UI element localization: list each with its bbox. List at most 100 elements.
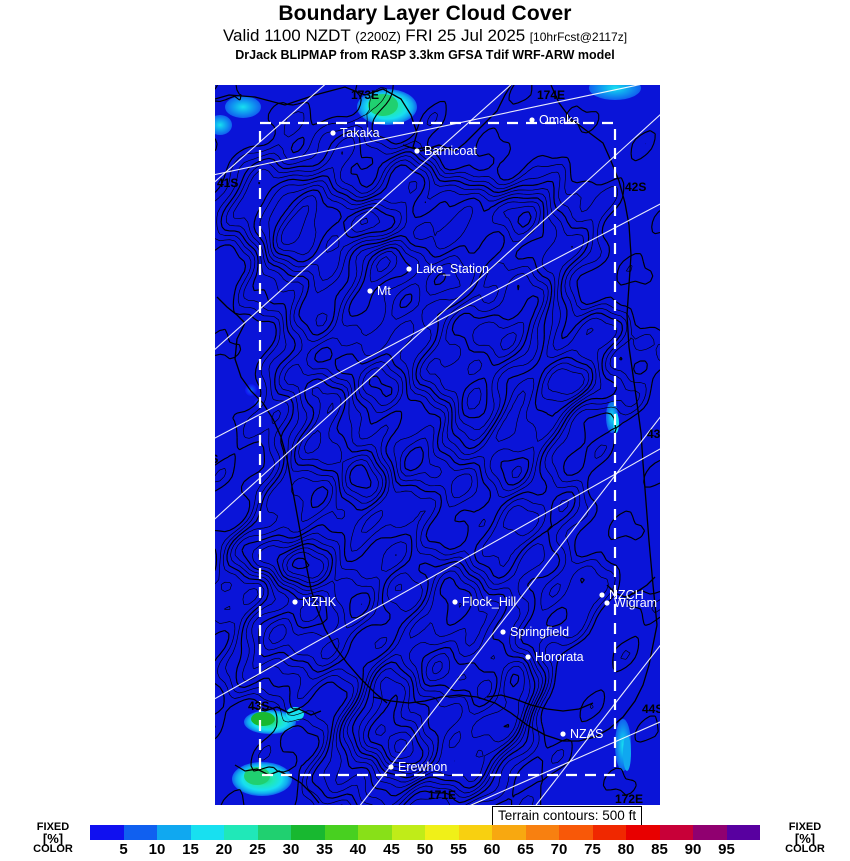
site-dot	[388, 764, 394, 770]
valid-date: FRI 25 Jul 2025	[405, 26, 526, 45]
site-dot	[599, 592, 605, 598]
terrain-contour-line	[215, 86, 660, 805]
cloud-patches	[215, 85, 641, 796]
colorbar-swatch[interactable]	[391, 825, 425, 840]
colorbar-swatch[interactable]	[525, 825, 559, 840]
site-label: Erewhon	[398, 760, 447, 774]
fixed-right-line1: FIXED	[788, 821, 822, 833]
terrain-contour-line	[233, 151, 597, 805]
colorbar-tick-label: 10	[148, 841, 166, 858]
terrain-contour-line	[394, 738, 407, 753]
colorbar-swatch[interactable]	[358, 825, 392, 840]
fixed-left-line2: [%]	[42, 831, 64, 846]
fixed-color-label-left: FIXED [%] COLOR	[20, 822, 86, 855]
colorbar-swatches[interactable]	[90, 825, 760, 840]
site-dot	[529, 117, 535, 123]
forecast-tag: [10hrFcst@2117z]	[529, 30, 628, 44]
fixed-left-line1: FIXED	[36, 821, 70, 833]
graticule-label: 43S	[248, 699, 269, 713]
site-dot	[604, 600, 610, 606]
map-svg: 173E 174E 41S 42S 42S 43S 43S 44S 171E 172E Takak…	[215, 85, 660, 805]
colorbar-swatch[interactable]	[224, 825, 258, 840]
site-label: NZHK	[302, 595, 337, 609]
colorbar-tick-label: 50	[416, 841, 434, 858]
colorbar-tick-label: 55	[450, 841, 467, 858]
title-block: Boundary Layer Cloud Cover Valid 1100 NZ…	[0, 0, 850, 63]
colorbar-row: FIXED [%] COLOR 5 10 15 20 25 30 35 40 45 50 55 60 6…	[0, 822, 850, 860]
colorbar-tick-label: 75	[584, 841, 601, 858]
colorbar-tick-label: 60	[483, 841, 501, 858]
colorbar-swatch[interactable]	[592, 825, 626, 840]
terrain-contour-line	[216, 124, 641, 805]
terrain-contour-line	[220, 130, 623, 805]
colorbar-tick-label: 5	[119, 841, 128, 858]
site-label: Springfield	[510, 625, 569, 639]
colorbar-tick-label: 45	[383, 841, 400, 858]
fixed-right-line3: COLOR	[785, 843, 825, 855]
site-label: Takaka	[340, 126, 380, 140]
site-label: NZAS	[570, 727, 603, 741]
site-label: Mt	[377, 284, 391, 298]
map-canvas[interactable]: 173E 174E 41S 42S 42S 43S 43S 44S 171E 172E Takak…	[215, 85, 660, 805]
colorbar-swatch[interactable]	[659, 825, 693, 840]
site-dot	[414, 148, 420, 154]
graticule-label: 43S	[647, 427, 660, 441]
graticule-label: 172E	[615, 792, 643, 805]
site-label: Flock_Hill	[462, 595, 516, 609]
page-title: Boundary Layer Cloud Cover	[278, 2, 572, 25]
graticule-label: 174E	[537, 88, 565, 102]
colorbar-tick-label: 70	[550, 841, 568, 858]
site-label: Omaka	[539, 113, 579, 127]
colorbar-tick-label: 90	[684, 841, 702, 858]
colorbar-swatch[interactable]	[123, 825, 157, 840]
colorbar-tick-label: 35	[316, 841, 333, 858]
model-line: DrJack BLIPMAP from RASP 3.3km GFSA Tdif…	[235, 48, 615, 62]
colorbar-swatch[interactable]	[492, 825, 526, 840]
valid-time-utc: (2200Z)	[355, 29, 401, 44]
site-markers: Takaka Omaka Barnicoat Lake_Station Mt NZHK Fl…	[292, 113, 657, 774]
terrain-contour-line	[225, 137, 618, 805]
terrain-contour-line	[276, 195, 525, 774]
colorbar-swatch[interactable]	[291, 825, 325, 840]
graticule-label: 41S	[217, 176, 238, 190]
colorbar-tick-label: 80	[617, 841, 635, 858]
valid-time-prefix: Valid 1100 NZDT	[222, 26, 351, 45]
site-dot	[330, 130, 336, 136]
graticule-label: 42S	[625, 180, 646, 194]
colorbar-swatch[interactable]	[559, 825, 593, 840]
coastline	[215, 85, 658, 804]
terrain-contour-line	[272, 189, 539, 779]
model-domain-box	[258, 121, 617, 777]
terrain-contour-line	[258, 184, 585, 783]
terrain-contour-line	[251, 180, 590, 788]
fixed-color-label-right: FIXED [%] COLOR	[772, 822, 838, 855]
terrain-contour-line	[215, 85, 660, 805]
colorbar-swatch[interactable]	[425, 825, 459, 840]
colorbar-swatch[interactable]	[726, 825, 760, 840]
graticule-label: 42S	[215, 452, 218, 466]
site-dot	[406, 266, 412, 272]
colorbar-swatch[interactable]	[626, 825, 660, 840]
colorbar-swatch[interactable]	[324, 825, 358, 840]
colorbar-swatch[interactable]	[458, 825, 492, 840]
site-dot	[500, 629, 506, 635]
colorbar-tick-label: 25	[249, 841, 266, 858]
colorbar-swatch[interactable]	[190, 825, 224, 840]
colorbar-tick-label: 15	[182, 841, 199, 858]
terrain-contours	[215, 85, 660, 805]
site-dot	[367, 288, 373, 294]
colorbar-ticks: 5 10 15 20 25 30 35 40 45 50 55 60 65 70 75 80 85 90 95	[90, 841, 760, 861]
colorbar-swatch[interactable]	[157, 825, 191, 840]
site-label: Hororata	[535, 650, 584, 664]
site-dot	[452, 599, 458, 605]
fixed-right-line2: [%]	[794, 831, 816, 846]
terrain-contour-line	[280, 205, 517, 770]
site-label: Barnicoat	[424, 144, 477, 158]
site-label: Wigram	[614, 596, 657, 610]
colorbar-tick-label: 40	[349, 841, 367, 858]
valid-time-line: Valid 1100 NZDT (2200Z) FRI 25 Jul 2025 …	[0, 26, 850, 47]
colorbar-swatch[interactable]	[693, 825, 727, 840]
colorbar-swatch[interactable]	[90, 825, 124, 840]
colorbar-swatch[interactable]	[257, 825, 291, 840]
